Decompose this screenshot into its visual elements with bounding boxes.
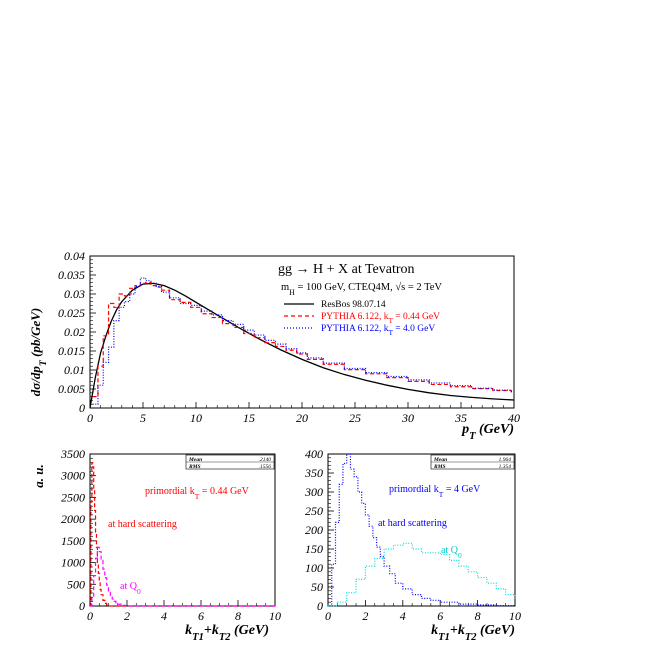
bl-xtick-label: 10	[269, 609, 281, 623]
bottom-left-panel: 0 2 4 6 8 10 0 500 1000 1500 2000 2500 3000 3500 Mean…	[31, 447, 281, 643]
br-ytick-label: 300	[304, 485, 323, 499]
br-ytick-label: 400	[305, 447, 323, 461]
bl-stats-rms-value: .1556	[259, 464, 272, 470]
br-ytick-label: 250	[305, 504, 323, 518]
top-series-resbos-98-07-14	[89, 282, 515, 409]
top-ytick-label: 0.035	[58, 268, 85, 282]
top-series-pythia-6-122-k-t-4-0-gev	[92, 277, 512, 405]
br-xtick-label: 0	[325, 609, 331, 623]
bl-stats-mean-value: .2140	[259, 456, 272, 463]
bl-ytick-label: 500	[67, 577, 85, 591]
top-xtick-label: 10	[190, 411, 202, 425]
top-ytick-label: 0.025	[58, 306, 85, 320]
bl-axes: 0 2 4 6 8 10 0 500 1000 1500 2000 2500 3000 3500	[60, 447, 281, 623]
br-ytick-label: 350	[304, 466, 323, 480]
br-stats-mean-value: 1.964	[499, 456, 512, 463]
top-xtick-label: 40	[508, 411, 520, 425]
br-ytick-label: 150	[305, 542, 323, 556]
top-series-pythia-6-122-k-t-0-44-gev	[92, 282, 512, 398]
br-ytick-label: 200	[305, 523, 323, 537]
top-ytick-label: 0.02	[64, 325, 85, 339]
br-series-at-q-0	[328, 542, 516, 607]
bl-xtick-label: 4	[161, 609, 167, 623]
bl-ytick-label: 2500	[61, 490, 85, 504]
top-axes: 0 5 10 15 20 25 30 35 40 0 0.005 0.01 0.015 0.02 0.025…	[58, 249, 520, 425]
top-xtick-label: 35	[454, 411, 467, 425]
legend-label-pythia-40: PYTHIA 6.122, kT = 4.0 GeV	[321, 324, 435, 337]
bl-annotation-primordial: primordial kT = 0.44 GeV	[145, 486, 250, 501]
br-xtick-label: 2	[362, 609, 368, 623]
bl-annotation-hard-scattering: at hard scattering	[108, 519, 177, 530]
br-xtick-label: 10	[509, 609, 521, 623]
bl-ytick-label: 3000	[60, 469, 85, 483]
br-annotation-hard-scattering: at hard scattering	[378, 518, 447, 529]
top-xtick-label: 20	[296, 411, 308, 425]
top-ytick-label: 0.04	[64, 249, 85, 263]
top-ytick-label: 0.015	[58, 344, 85, 358]
br-ytick-label: 0	[317, 599, 323, 613]
bl-plot-frame	[89, 453, 276, 607]
br-series-at-hard-scattering	[328, 453, 516, 607]
top-title: gg → H + X at Tevatron	[278, 262, 415, 277]
top-subtitle: mH = 100 GeV, CTEQ4M, √s = 2 TeV	[281, 281, 442, 297]
bl-ytick-label: 1500	[61, 534, 85, 548]
bl-xtick-label: 2	[124, 609, 130, 623]
top-xtick-label: 30	[401, 411, 414, 425]
bl-stats-box: Mean .2140 RMS .1556	[185, 454, 275, 470]
bl-xlabel: kT1+kT2 (GeV)	[185, 623, 269, 643]
br-series-group	[328, 453, 516, 607]
top-xtick-label: 15	[243, 411, 255, 425]
legend-label-resbos: ResBos 98.07.14	[321, 300, 386, 310]
bl-stats-mean-label: Mean	[188, 457, 202, 463]
bl-series-at-q-0	[90, 546, 275, 607]
bl-ytick-label: 1000	[61, 556, 85, 570]
br-stats-rms-value: 1.354	[499, 463, 512, 470]
top-ytick-label: 0.03	[64, 287, 85, 301]
top-legend: ResBos 98.07.14 PYTHIA 6.122, kT = 0.44 …	[284, 300, 440, 337]
legend-label-pythia-044: PYTHIA 6.122, kT = 0.44 GeV	[321, 312, 440, 325]
br-xtick-label: 6	[437, 609, 443, 623]
top-series-group	[89, 277, 515, 409]
bl-annotation-q0: at Q0	[120, 581, 141, 596]
br-ytick-label: 100	[305, 561, 323, 575]
top-xtick-label: 25	[349, 411, 361, 425]
top-panel: 0 5 10 15 20 25 30 35 40 0 0.005 0.01 0.015 0.02 0.025…	[28, 249, 520, 442]
bl-stats-rms-label: RMS	[188, 464, 201, 470]
br-annotation-primordial: primordial kT = 4 GeV	[389, 484, 481, 499]
br-stats-box: Mean 1.964 RMS 1.354	[430, 454, 515, 470]
bl-ylabel: a. u.	[31, 464, 46, 487]
top-xlabel: pT (GeV)	[461, 422, 514, 442]
br-annotation-q0: at Q0	[441, 545, 462, 560]
top-ytick-label: 0.005	[58, 382, 85, 396]
top-ytick-label: 0.01	[64, 363, 85, 377]
br-xtick-label: 4	[400, 609, 406, 623]
bl-xtick-label: 8	[235, 609, 241, 623]
bl-series-group	[90, 462, 275, 607]
br-xlabel: kT1+kT2 (GeV)	[431, 623, 515, 643]
bl-series-at-hard-scattering	[90, 462, 275, 607]
top-xtick-label: 0	[87, 411, 93, 425]
bl-ytick-label: 3500	[60, 447, 85, 461]
bl-xtick-label: 6	[198, 609, 204, 623]
br-stats-mean-label: Mean	[433, 457, 447, 463]
bl-ytick-label: 2000	[61, 512, 85, 526]
top-ytick-label: 0	[79, 401, 85, 415]
bl-ytick-label: 0	[79, 599, 85, 613]
top-xtick-label: 5	[140, 411, 146, 425]
br-stats-rms-label: RMS	[433, 464, 446, 470]
br-xtick-label: 8	[475, 609, 481, 623]
br-ytick-label: 50	[311, 580, 323, 594]
bl-xtick-label: 0	[87, 609, 93, 623]
top-ylabel: dσ/dpT (pb/GeV)	[28, 308, 49, 396]
